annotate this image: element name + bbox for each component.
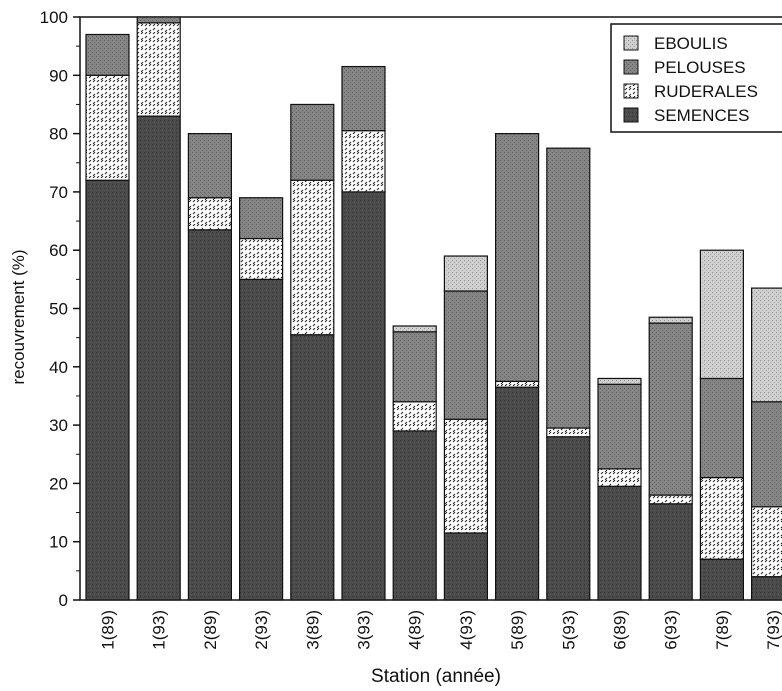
legend-label-semences: SEMENCES — [654, 106, 749, 125]
x-tick-label: 4(93) — [457, 610, 476, 650]
bar-segment-eboulis — [648, 316, 693, 324]
bar-segment-pelouses — [699, 377, 745, 479]
x-tick-label: 3(93) — [355, 610, 374, 650]
bar-segment-ruderales — [699, 476, 745, 560]
legend-swatch-ruderales — [623, 83, 639, 99]
x-tick-label: 1(93) — [150, 610, 169, 650]
bar-segment-semences — [597, 485, 642, 601]
bar-segment-pelouses — [392, 331, 437, 403]
y-tick-label: 50 — [49, 300, 68, 319]
legend-label-eboulis: EBOULIS — [654, 34, 728, 53]
x-tick-label: 2(89) — [201, 610, 220, 650]
bar-segment-ruderales — [750, 506, 782, 578]
legend: EBOULIS PELOUSES RUDERALES SEMENCES — [610, 23, 782, 133]
y-tick-label: 20 — [49, 474, 68, 493]
bar-segment-pelouses — [136, 16, 181, 24]
legend-swatch-semences — [623, 107, 639, 123]
x-tick-label: 6(93) — [662, 610, 681, 650]
y-tick-label: 40 — [49, 358, 68, 377]
y-tick-label: 0 — [59, 591, 68, 610]
bar-segment-pelouses — [290, 103, 335, 181]
legend-swatch-eboulis — [623, 35, 639, 51]
x-tick-label: 3(89) — [303, 610, 322, 650]
bar-segment-pelouses — [648, 322, 693, 496]
bar-segment-pelouses — [495, 133, 540, 382]
bar-segment-ruderales — [290, 179, 335, 336]
bar-segment-semences — [648, 503, 693, 601]
bar-segment-pelouses — [443, 290, 488, 420]
bar-segment-semences — [239, 278, 284, 601]
bar-segment-pelouses — [85, 33, 130, 76]
y-tick-label: 70 — [49, 183, 68, 202]
bar-segment-semences — [341, 191, 386, 601]
bar-segment-semences — [187, 229, 232, 601]
x-tick-label: 5(89) — [508, 610, 527, 650]
bar-segment-semences — [392, 430, 437, 601]
bar-segment-pelouses — [239, 197, 284, 240]
bar-segment-eboulis — [443, 255, 488, 292]
bars — [85, 16, 782, 601]
x-tick-label: 2(93) — [252, 610, 271, 650]
y-tick-label: 90 — [49, 66, 68, 85]
bar-segment-ruderales — [443, 418, 488, 534]
bar-segment-semences — [290, 334, 335, 601]
bar-segment-semences — [699, 558, 745, 601]
y-tick-label: 10 — [49, 533, 68, 552]
plot-area: 0 10 20 30 40 50 60 70 80 90 100 1(89) 1(93) 2(89) 2(… — [40, 8, 782, 650]
x-tick-label: 1(89) — [99, 610, 118, 650]
bar-segment-semences — [136, 115, 181, 601]
bar-segment-ruderales — [648, 494, 693, 505]
legend-box — [610, 23, 782, 133]
bar-segment-pelouses — [597, 383, 642, 470]
bar-segment-semences — [85, 179, 130, 601]
bar-segment-ruderales — [85, 74, 130, 181]
x-axis-label: Station (année) — [371, 666, 501, 687]
x-tick-label: 6(89) — [611, 610, 630, 650]
bar-segment-pelouses — [750, 401, 782, 508]
x-tick-label: 7(89) — [713, 610, 732, 650]
bar-segment-ruderales — [239, 237, 284, 280]
bar-segment-semences — [750, 576, 782, 601]
legend-label-pelouses: PELOUSES — [654, 58, 746, 77]
bar-segment-ruderales — [546, 427, 591, 438]
bar-segment-ruderales — [136, 22, 181, 117]
bar-segment-semences — [546, 436, 591, 601]
bar-segment-eboulis — [392, 325, 437, 333]
y-tick-label: 30 — [49, 416, 68, 435]
bar-segment-semences — [443, 532, 488, 601]
bar-segment-ruderales — [187, 197, 232, 231]
bar-segment-semences — [495, 386, 540, 601]
bar-segment-ruderales — [495, 380, 540, 388]
bar-segment-ruderales — [341, 130, 386, 193]
y-tick-label: 80 — [49, 125, 68, 144]
bar-segment-pelouses — [187, 133, 232, 199]
y-axis-label: recouvrement (%) — [9, 249, 28, 384]
bar-segment-pelouses — [546, 147, 591, 429]
x-tick-label: 7(93) — [764, 610, 782, 650]
y-tick-label: 100 — [40, 8, 68, 27]
bar-segment-ruderales — [392, 401, 437, 432]
legend-swatch-pelouses — [623, 59, 639, 75]
legend-label-ruderales: RUDERALES — [654, 82, 758, 101]
bar-segment-pelouses — [341, 65, 386, 132]
y-axis: 0 10 20 30 40 50 60 70 80 90 100 — [40, 8, 80, 610]
bar-segment-eboulis — [750, 287, 782, 403]
bar-segment-eboulis — [597, 377, 642, 385]
x-tick-label: 4(89) — [406, 610, 425, 650]
x-tick-label: 5(93) — [559, 610, 578, 650]
y-tick-label: 60 — [49, 241, 68, 260]
bar-segment-ruderales — [597, 468, 642, 487]
x-axis: 1(89) 1(93) 2(89) 2(93) 3(89) 3(93) 4(89) 4(93)… — [99, 610, 782, 650]
bar-segment-eboulis — [699, 249, 745, 380]
